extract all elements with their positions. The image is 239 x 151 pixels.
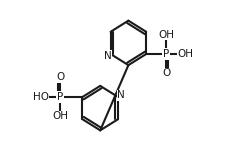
Text: HO: HO	[33, 92, 49, 102]
Text: OH: OH	[178, 49, 193, 59]
Text: N: N	[117, 90, 125, 100]
Text: P: P	[163, 49, 169, 59]
Text: OH: OH	[52, 111, 68, 121]
Text: O: O	[56, 72, 64, 82]
Text: P: P	[57, 92, 63, 102]
Text: O: O	[162, 68, 170, 78]
Text: N: N	[103, 51, 111, 61]
Text: OH: OH	[158, 30, 174, 40]
